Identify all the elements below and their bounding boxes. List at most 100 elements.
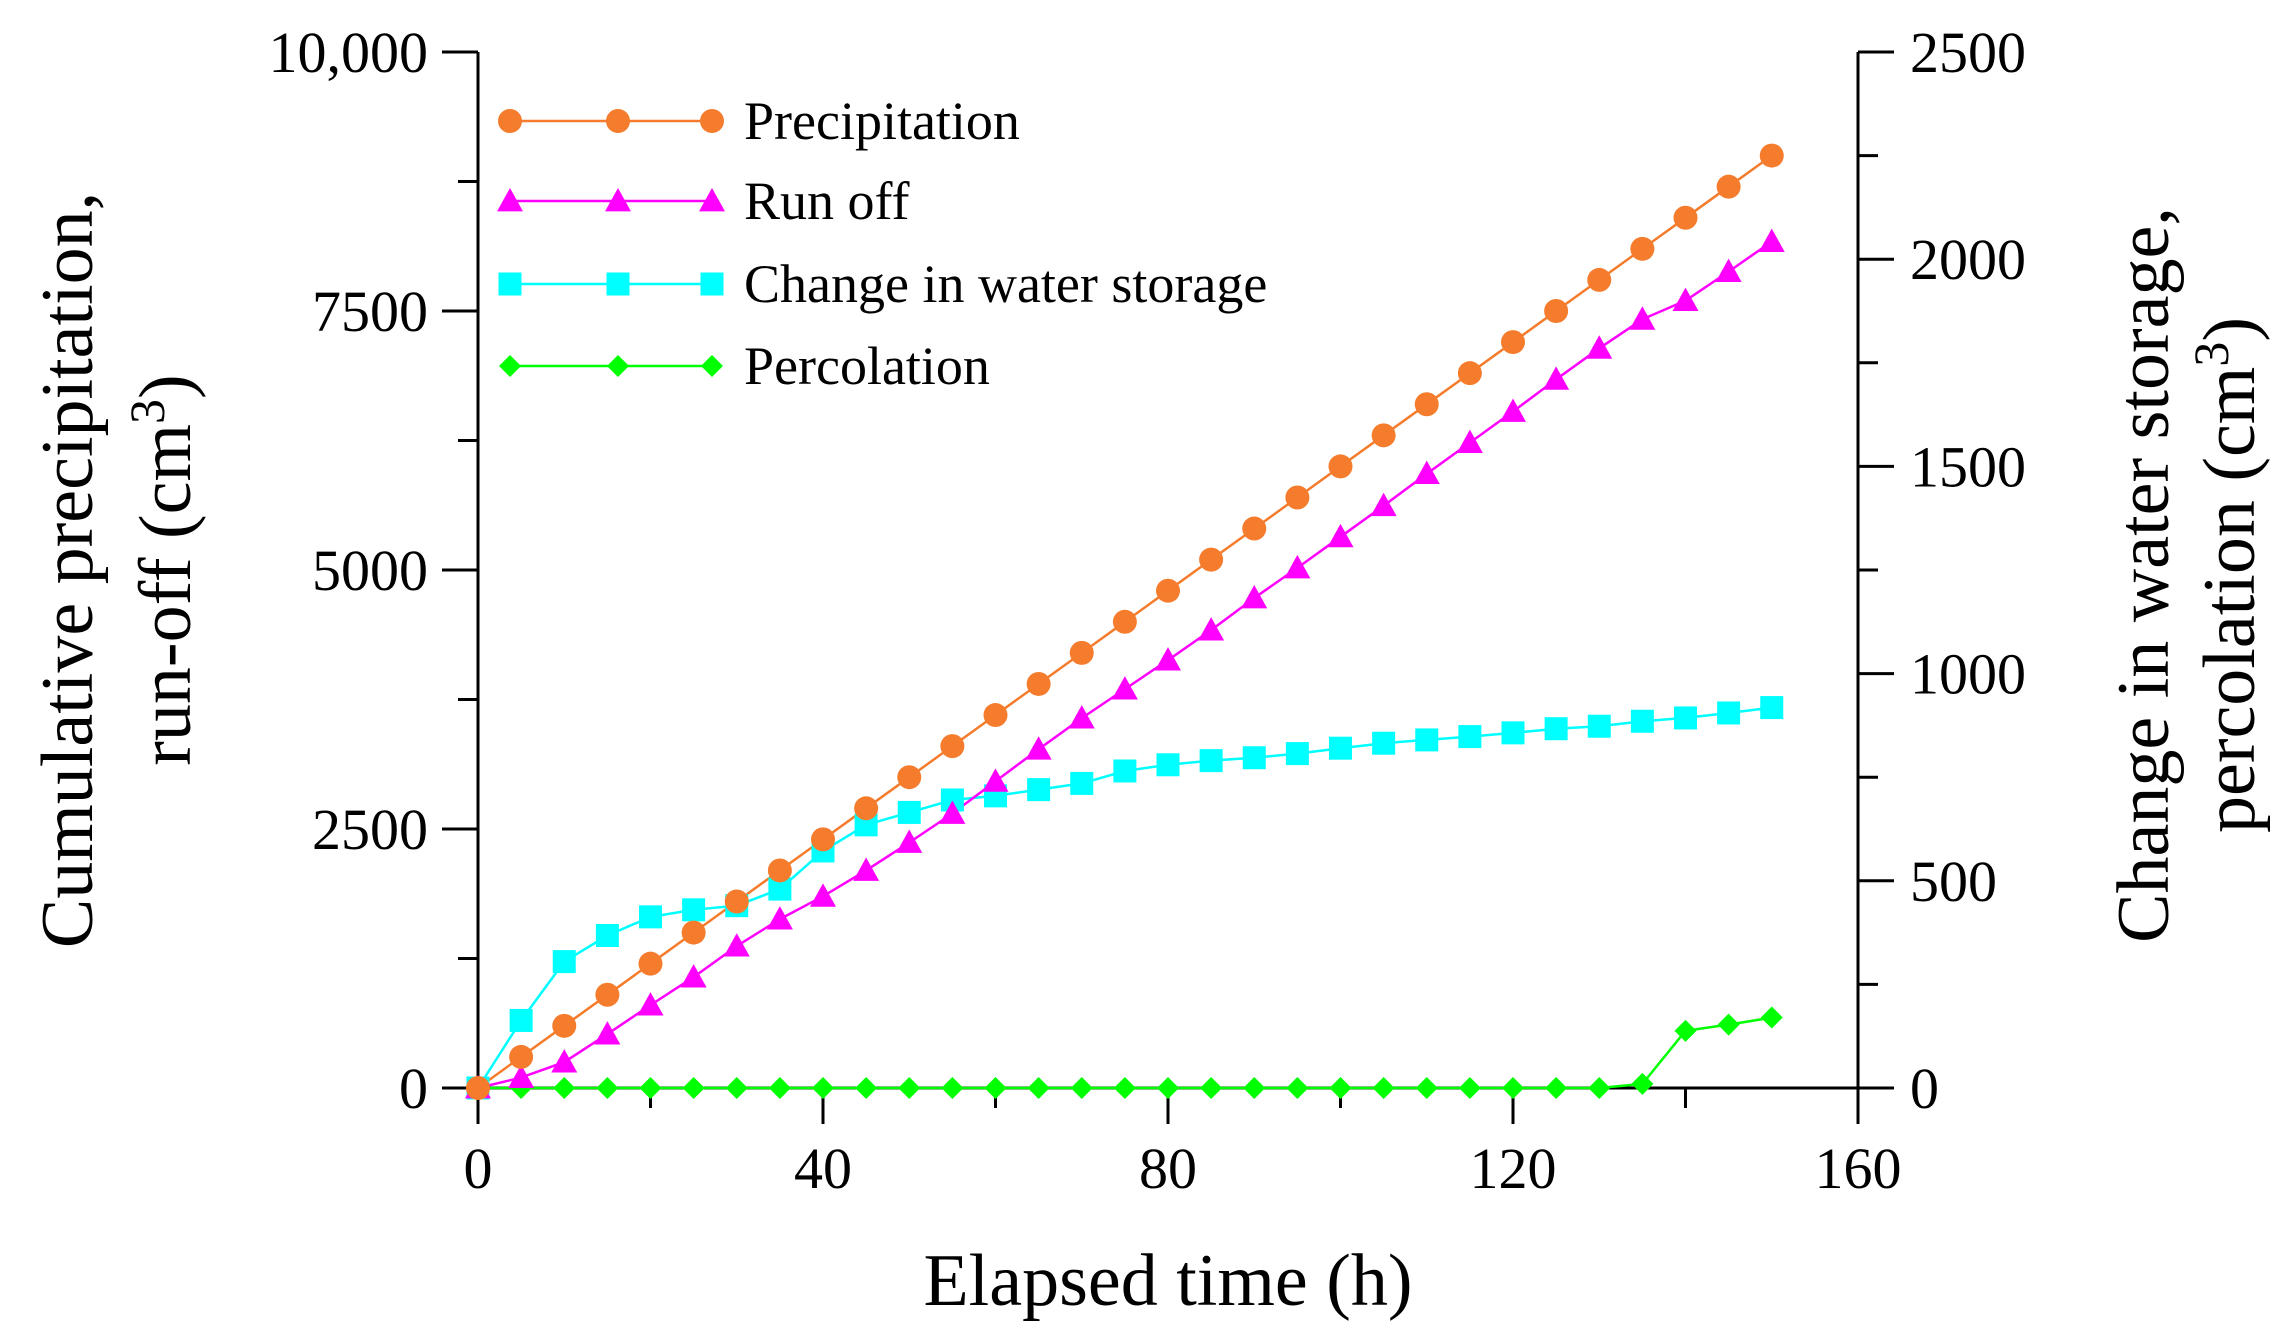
legend-item-precipitation: Precipitation	[498, 91, 1020, 151]
legend-label: Percolation	[744, 336, 990, 396]
precipitation-point	[1759, 143, 1784, 168]
percolation-point	[1027, 1077, 1050, 1099]
run-off-point	[637, 992, 664, 1016]
percolation-point	[1329, 1077, 1352, 1099]
percolation-point	[1286, 1077, 1309, 1099]
percolation-point	[1070, 1077, 1093, 1099]
precipitation-point	[897, 765, 922, 790]
precipitation-point	[681, 920, 706, 945]
run-off-point	[939, 800, 966, 824]
percolation-point	[1415, 1077, 1438, 1099]
percolation-point	[1631, 1072, 1654, 1095]
run-off-point	[551, 1049, 578, 1073]
left-y-tick-label: 5000	[312, 538, 428, 603]
change-in-water-storage-point	[1760, 696, 1784, 720]
precipitation-point	[767, 858, 792, 883]
precipitation-point	[811, 827, 835, 852]
change-in-water-storage-point	[1544, 717, 1568, 741]
precipitation-point	[940, 734, 965, 759]
percolation-point	[1243, 1077, 1266, 1099]
legend-item-run-off: Run off	[497, 171, 910, 231]
legend-marker	[701, 355, 723, 377]
percolation-point	[682, 1077, 705, 1099]
run-off-point	[1758, 228, 1785, 252]
precipitation-point	[854, 796, 879, 821]
precipitation-point	[1501, 330, 1525, 355]
run-off-point	[1543, 366, 1570, 390]
precipitation-point	[724, 889, 749, 914]
precipitation-point	[1630, 236, 1655, 261]
unit-close: )	[2189, 317, 2271, 342]
legend-marker	[700, 109, 724, 133]
run-off-point	[1111, 676, 1138, 700]
legend-label: Change in water storage	[744, 254, 1267, 314]
run-off-point	[1241, 584, 1268, 609]
run-off-point	[1413, 460, 1440, 485]
precipitation-point	[1069, 640, 1094, 665]
change-in-water-storage-point	[552, 950, 576, 974]
run-off-point	[1284, 554, 1311, 579]
percolation-point	[1113, 1077, 1136, 1099]
precipitation-point	[1716, 174, 1741, 199]
run-off-point	[723, 933, 750, 957]
change-in-water-storage-point	[1199, 749, 1223, 773]
legend-marker	[605, 188, 631, 212]
precipitation-point	[552, 1013, 577, 1038]
run-off-point	[1370, 492, 1397, 517]
legend-marker	[700, 272, 724, 296]
run-off-point	[1198, 617, 1225, 641]
legend-item-change-in-water-storage: Change in water storage	[498, 254, 1267, 314]
change-in-water-storage-point	[1242, 746, 1266, 770]
change-in-water-storage-point	[1372, 731, 1396, 755]
x-tick-label: 80	[1139, 1136, 1197, 1201]
left-y-title-text: run-off (cm	[125, 424, 207, 766]
percolation-point	[1674, 1019, 1697, 1042]
percolation-point	[1200, 1077, 1223, 1099]
change-in-water-storage-point	[682, 898, 706, 922]
run-off-point	[508, 1064, 535, 1089]
precipitation-point	[1285, 485, 1310, 510]
percolation-point	[855, 1077, 878, 1099]
change-in-water-storage-point	[1674, 706, 1697, 730]
x-tick-label: 40	[794, 1136, 852, 1201]
change-in-water-storage-point	[1156, 753, 1180, 777]
precipitation-point	[1673, 205, 1698, 230]
change-in-water-storage-point	[1630, 709, 1654, 733]
change-in-water-storage-point	[940, 788, 964, 812]
right-y-tick-label: 1500	[1910, 434, 2026, 499]
run-off-point	[1500, 398, 1526, 422]
change-in-water-storage-point	[1113, 759, 1137, 783]
right-y-title-line1: Change in water storage,	[2103, 207, 2185, 943]
left-y-title-line1: Cumulative precipitation,	[27, 192, 109, 948]
x-tick-label: 160	[1815, 1136, 1902, 1201]
change-in-water-storage-point	[1027, 778, 1051, 802]
precipitation-point	[1414, 392, 1439, 417]
change-in-water-storage-point	[1458, 725, 1482, 749]
run-off-point	[1456, 429, 1483, 453]
unit-superscript: 3	[2183, 342, 2239, 367]
percolation-point	[941, 1077, 964, 1099]
right-y-tick-label: 0	[1910, 1056, 1939, 1121]
percolation-point	[984, 1077, 1007, 1099]
run-off-point	[680, 964, 707, 988]
legend-marker	[606, 272, 630, 296]
left-y-title-line2: run-off (cm3)	[119, 374, 207, 765]
right-y-tick-label: 500	[1910, 849, 1997, 914]
percolation-point	[1372, 1077, 1395, 1099]
precipitation-point	[1457, 361, 1482, 386]
right-y-tick-label: 2000	[1910, 227, 2026, 292]
legend-marker	[606, 109, 630, 133]
precipitation-point	[595, 982, 620, 1007]
percolation-point	[1157, 1077, 1179, 1099]
right-y-title-text: percolation (cm	[2189, 367, 2271, 833]
run-off-point	[853, 857, 880, 881]
change-in-water-storage-point	[1717, 701, 1741, 725]
right-y-title-line2: percolation (cm3)	[2183, 317, 2271, 833]
left-y-tick-label: 0	[399, 1056, 428, 1121]
precipitation-point	[983, 703, 1008, 728]
right-y-tick-label: 1000	[1910, 642, 2026, 707]
run-off-point	[1586, 335, 1613, 359]
run-off-point	[1672, 287, 1699, 312]
legend-marker	[498, 272, 522, 296]
